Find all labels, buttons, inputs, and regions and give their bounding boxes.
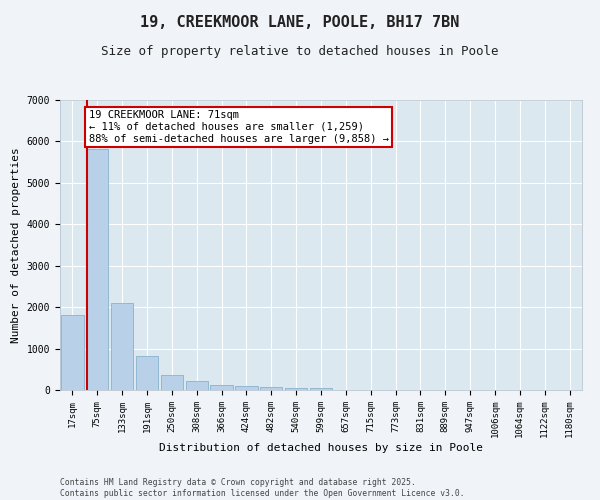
Bar bbox=[161, 374, 183, 390]
Bar bbox=[86, 149, 109, 390]
Bar bbox=[235, 386, 257, 390]
Text: 19, CREEKMOOR LANE, POOLE, BH17 7BN: 19, CREEKMOOR LANE, POOLE, BH17 7BN bbox=[140, 15, 460, 30]
Text: 19 CREEKMOOR LANE: 71sqm
← 11% of detached houses are smaller (1,259)
88% of sem: 19 CREEKMOOR LANE: 71sqm ← 11% of detach… bbox=[89, 110, 389, 144]
Y-axis label: Number of detached properties: Number of detached properties bbox=[11, 147, 21, 343]
Bar bbox=[310, 388, 332, 390]
Bar bbox=[260, 386, 283, 390]
Bar bbox=[111, 304, 133, 390]
Bar bbox=[136, 356, 158, 390]
Bar bbox=[185, 382, 208, 390]
Bar bbox=[211, 384, 233, 390]
Text: Contains HM Land Registry data © Crown copyright and database right 2025.
Contai: Contains HM Land Registry data © Crown c… bbox=[60, 478, 464, 498]
Bar bbox=[61, 316, 83, 390]
Bar bbox=[285, 388, 307, 390]
X-axis label: Distribution of detached houses by size in Poole: Distribution of detached houses by size … bbox=[159, 443, 483, 453]
Text: Size of property relative to detached houses in Poole: Size of property relative to detached ho… bbox=[101, 45, 499, 58]
